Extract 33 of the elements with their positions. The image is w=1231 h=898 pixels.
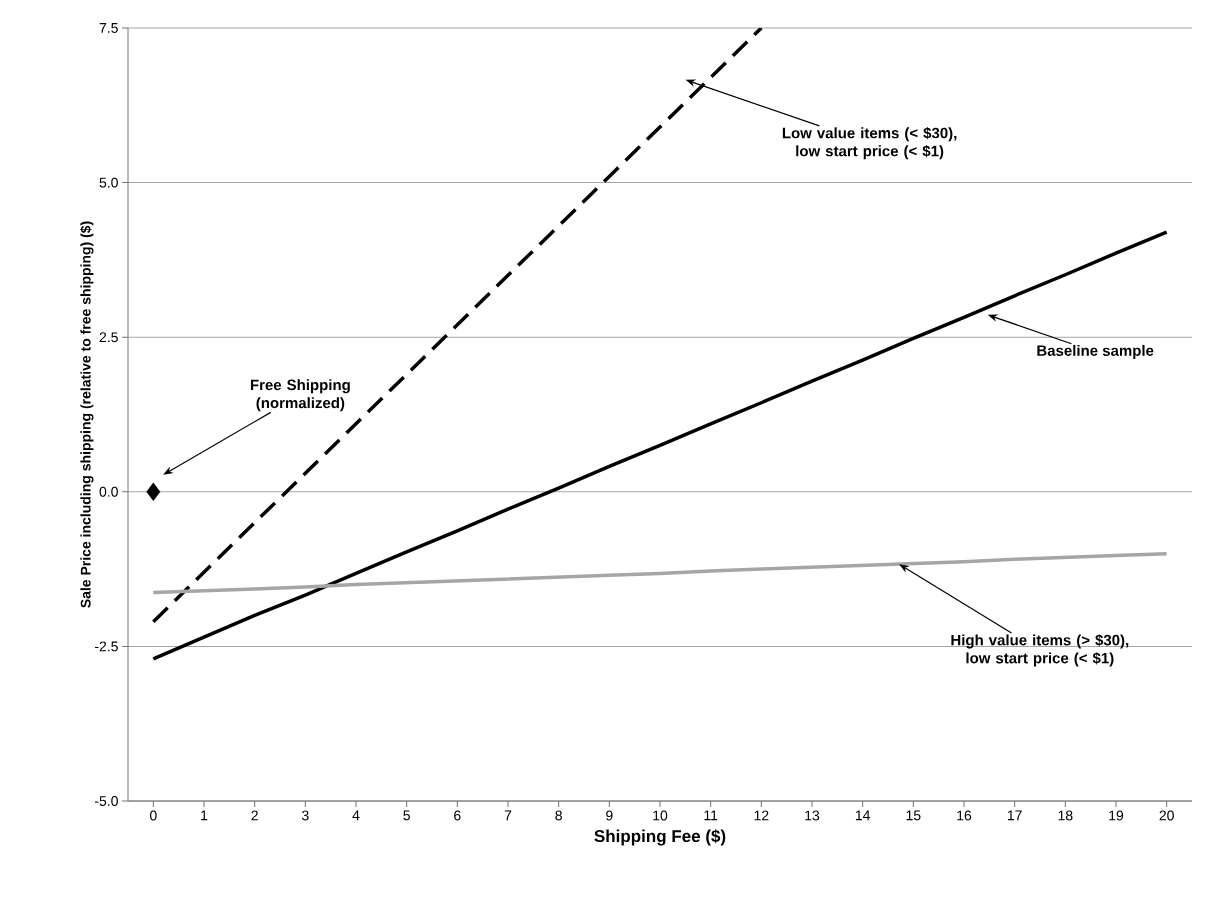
x-tick-label: 11 — [704, 810, 718, 821]
x-tick-label: 4 — [352, 810, 360, 821]
x-tick-label: 7 — [504, 810, 512, 821]
x-tick-label: 3 — [301, 810, 309, 821]
x-tick-label: 9 — [606, 810, 613, 821]
x-tick-label: 17 — [1007, 810, 1022, 821]
x-axis-title: Shipping Fee ($) — [594, 829, 726, 846]
x-tick-label: 10 — [653, 810, 668, 821]
x-tick-label: 6 — [454, 810, 461, 821]
y-axis-title: Sale Price including shipping (relative to free shipping) ($) — [80, 221, 94, 608]
annotation: Free Shipping (normalized) — [250, 379, 350, 412]
x-tick-label: 12 — [754, 810, 769, 821]
annotation: Baseline sample — [1037, 344, 1154, 359]
x-tick-label: 5 — [403, 810, 410, 821]
x-tick-label: 1 — [201, 810, 208, 821]
y-tick-label: 5.0 — [99, 177, 118, 188]
x-tick-label: 16 — [957, 810, 972, 821]
annotation: High value items (> $30), low start price (< $1) — [951, 634, 1129, 667]
y-tick-label: -5.0 — [94, 796, 118, 806]
y-tick-label: 7.5 — [99, 23, 118, 33]
y-tick-label: -2.5 — [94, 641, 118, 652]
x-tick-label: 14 — [855, 810, 871, 821]
x-tick-label: 20 — [1159, 810, 1174, 821]
y-tick-label: 2.5 — [99, 332, 118, 343]
annotation: Low value items (< $30), low start price (< $1) — [782, 127, 957, 160]
x-tick-label: 13 — [805, 810, 820, 821]
y-tick-label: 0.0 — [99, 486, 118, 497]
x-tick-label: 18 — [1058, 810, 1073, 821]
x-tick-label: 19 — [1109, 810, 1124, 821]
x-tick-label: 15 — [906, 810, 921, 821]
x-tick-label: 0 — [149, 810, 157, 821]
x-tick-label: 8 — [555, 810, 562, 821]
x-tick-label: 2 — [251, 810, 258, 821]
